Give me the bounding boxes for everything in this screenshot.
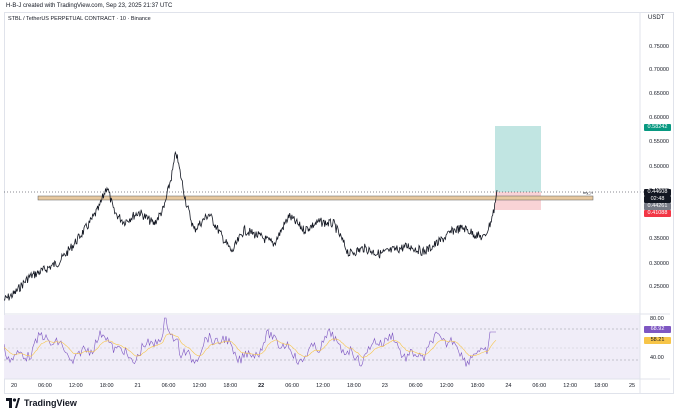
price-tick-label: 0.75000 bbox=[649, 44, 669, 50]
time-tick-label: 18:00 bbox=[347, 383, 361, 389]
horizontal-level-band bbox=[37, 195, 594, 201]
level-tag: my_h bbox=[583, 190, 593, 195]
loss-zone bbox=[495, 192, 541, 210]
price-tick-label: 0.65000 bbox=[649, 91, 669, 97]
rsi-series bbox=[4, 317, 496, 367]
time-tick-label: 22 bbox=[258, 383, 265, 389]
rsi-level-80: 80.00 bbox=[650, 316, 664, 322]
time-tick-label: 12:00 bbox=[439, 383, 454, 389]
time-tick-label: 06:00 bbox=[161, 383, 176, 389]
price-tick-label: 0.25000 bbox=[649, 284, 669, 290]
target-price-badge: 0.58242 bbox=[644, 124, 671, 131]
time-tick-label: 06:00 bbox=[532, 383, 547, 389]
time-tick-label: 18:00 bbox=[223, 383, 238, 389]
time-tick-label: 12:00 bbox=[192, 383, 207, 389]
time-tick-label: 25 bbox=[628, 383, 636, 389]
price-tick-label: 0.55000 bbox=[649, 139, 669, 145]
time-tick-label: 12:00 bbox=[563, 383, 578, 389]
tradingview-logo-icon bbox=[6, 398, 20, 408]
price-tick-label: 0.35000 bbox=[649, 236, 669, 242]
price-chart-canvas[interactable] bbox=[4, 12, 674, 394]
price-series bbox=[4, 150, 498, 301]
time-tick-label: 23 bbox=[381, 383, 388, 389]
footer-brand-text: TradingView bbox=[24, 398, 77, 408]
price-tick-label: 0.60000 bbox=[649, 115, 669, 121]
chart-credit: H-B-J created with TradingView.com, Sep … bbox=[6, 3, 173, 9]
rsi-value-badge: 68.92 bbox=[644, 326, 671, 333]
time-tick-label: 12:00 bbox=[316, 383, 330, 389]
time-tick-label: 18:00 bbox=[594, 383, 608, 389]
currency-label[interactable]: USDT bbox=[648, 15, 665, 21]
current-price-badge: 0.44608 bbox=[644, 189, 671, 196]
price-tick-label: 0.70000 bbox=[649, 67, 669, 73]
symbol-title[interactable]: STBL / TetherUS PERPETUAL CONTRACT · 10 … bbox=[8, 16, 151, 22]
footer-brand[interactable]: TradingView bbox=[6, 398, 77, 408]
price-tick-label: 0.30000 bbox=[649, 261, 669, 267]
chart-frame bbox=[4, 12, 674, 394]
time-tick-label: 20 bbox=[10, 383, 18, 389]
time-tick-label: 24 bbox=[505, 383, 512, 389]
stop-price-badge: 0.41088 bbox=[644, 210, 671, 217]
profit-zone bbox=[495, 126, 541, 192]
rsi-ma-series bbox=[4, 333, 497, 358]
rsi-level-40: 40.00 bbox=[650, 355, 664, 361]
countdown-badge: 02:48 bbox=[644, 196, 671, 203]
rsi-ma-badge: 58.21 bbox=[644, 337, 671, 344]
time-tick-label: 18:00 bbox=[99, 383, 114, 389]
time-tick-label: 06:00 bbox=[285, 383, 299, 389]
time-tick-label: 06:00 bbox=[408, 383, 423, 389]
time-tick-label: 18:00 bbox=[470, 383, 485, 389]
rsi-pane-background bbox=[4, 315, 640, 379]
time-tick-label: 12:00 bbox=[68, 383, 83, 389]
time-tick-label: 06:00 bbox=[38, 383, 52, 389]
price-tick-label: 0.50000 bbox=[649, 164, 669, 170]
level-price-badge: 0.44261 bbox=[644, 203, 671, 210]
time-tick-label: 21 bbox=[134, 383, 141, 389]
